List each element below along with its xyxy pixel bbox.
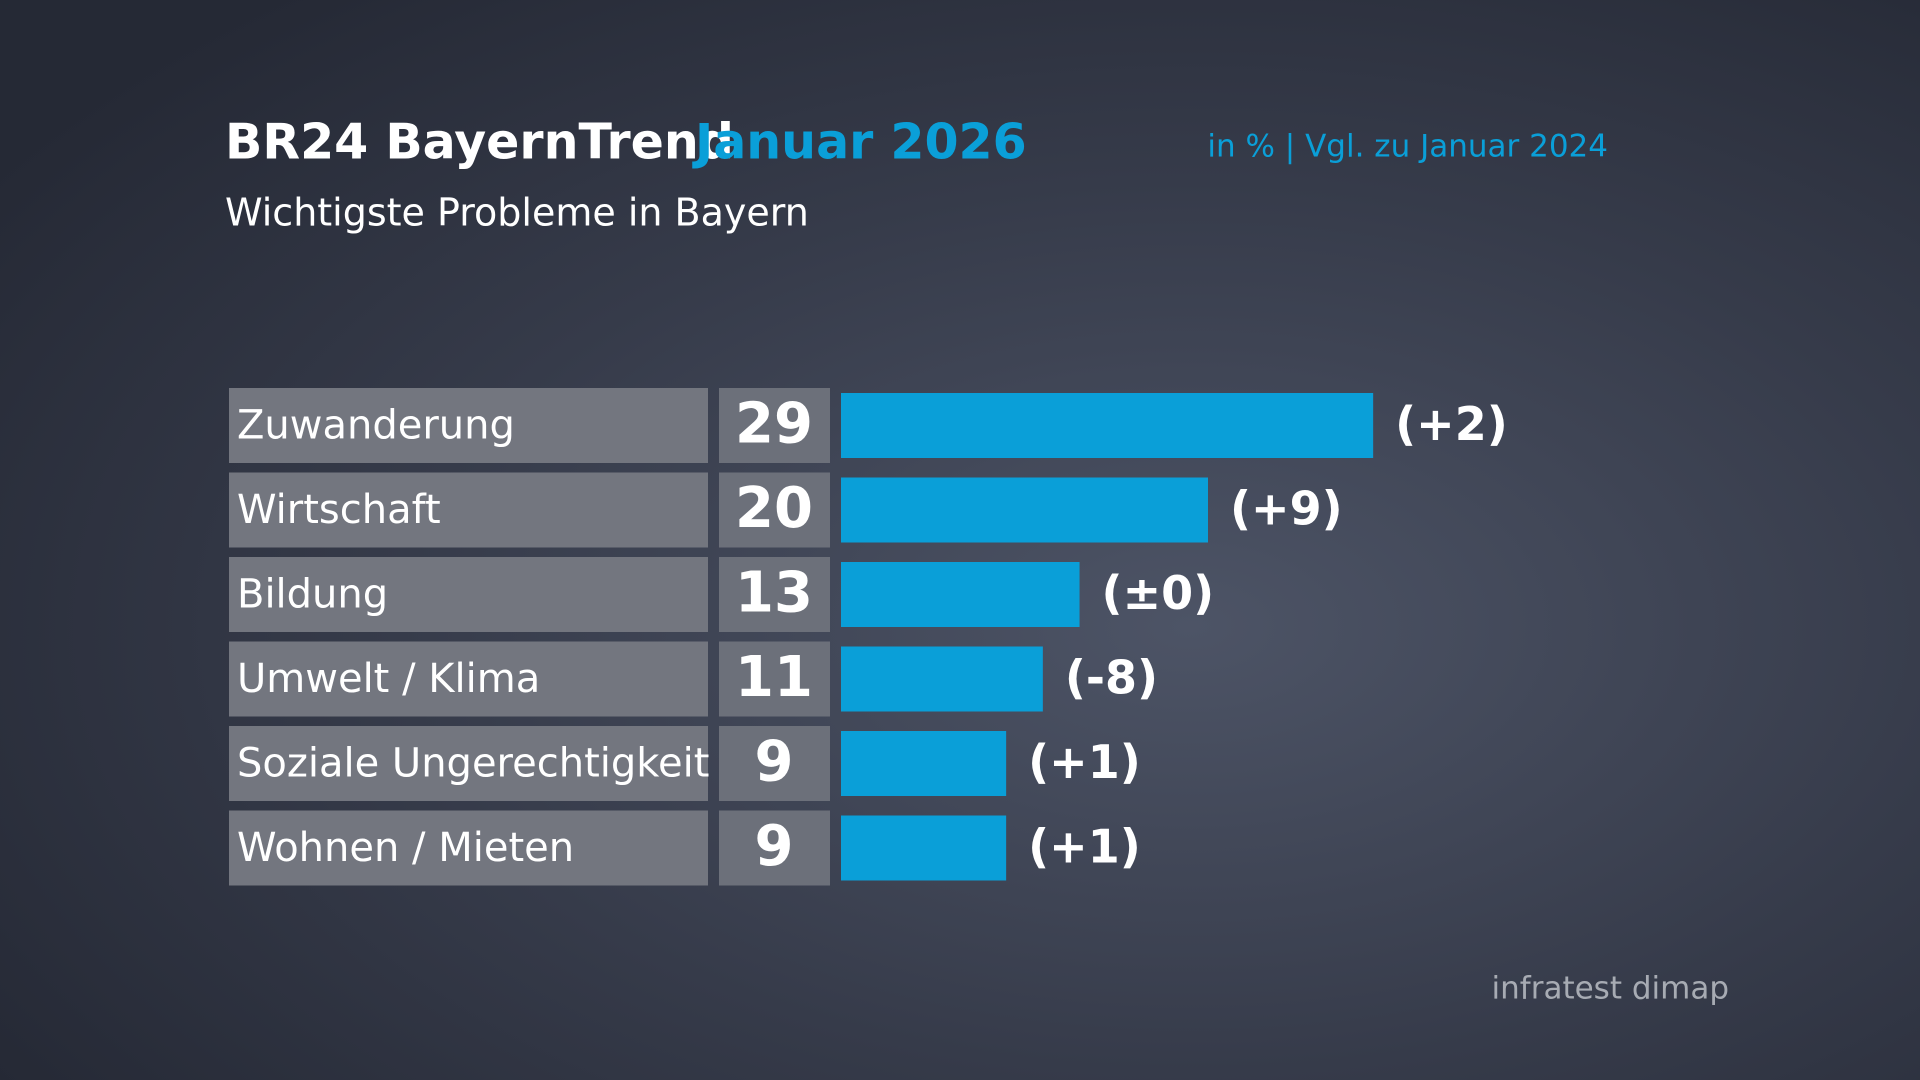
bar [841,562,1080,627]
change-label: (+1) [1028,735,1141,789]
bar [841,731,1007,796]
bar [841,393,1374,458]
change-label: (+1) [1028,820,1141,874]
category-label: Umwelt / Klima [237,656,540,702]
value-box [719,388,830,463]
value-label: 13 [735,561,813,626]
value-label: 20 [735,476,813,541]
category-label: Wirtschaft [237,487,441,533]
category-label: Zuwanderung [237,403,515,449]
category-label: Bildung [237,572,388,618]
change-label: (±0) [1102,566,1215,620]
value-box [719,641,830,717]
bar [841,815,1007,881]
chart-subtitle: Wichtigste Probleme in Bayern [225,191,809,235]
label-box [229,726,708,801]
chart-title-highlight: Januar 2026 [692,114,1027,171]
label-box [229,472,708,548]
value-box [719,557,830,632]
bar [841,646,1043,712]
chart-note: in % | Vgl. zu Januar 2024 [1207,129,1608,165]
label-box [229,388,708,463]
chart-title: BR24 BayernTrend [225,114,734,171]
value-label: 11 [735,645,813,710]
category-label: Wohnen / Mieten [237,825,574,871]
bar [841,477,1208,543]
change-label: (+2) [1395,397,1508,451]
label-box [229,641,708,717]
chart-source: infratest dimap [1492,971,1729,1007]
category-label: Soziale Ungerechtigkeit [237,741,709,787]
value-box [719,810,830,886]
value-label: 9 [755,814,794,879]
label-box [229,557,708,632]
value-box [719,726,830,801]
value-label: 9 [755,730,794,795]
value-box [719,472,830,548]
label-box [229,810,708,886]
change-label: (-8) [1065,651,1158,705]
change-label: (+9) [1230,482,1343,536]
value-label: 29 [735,392,813,457]
